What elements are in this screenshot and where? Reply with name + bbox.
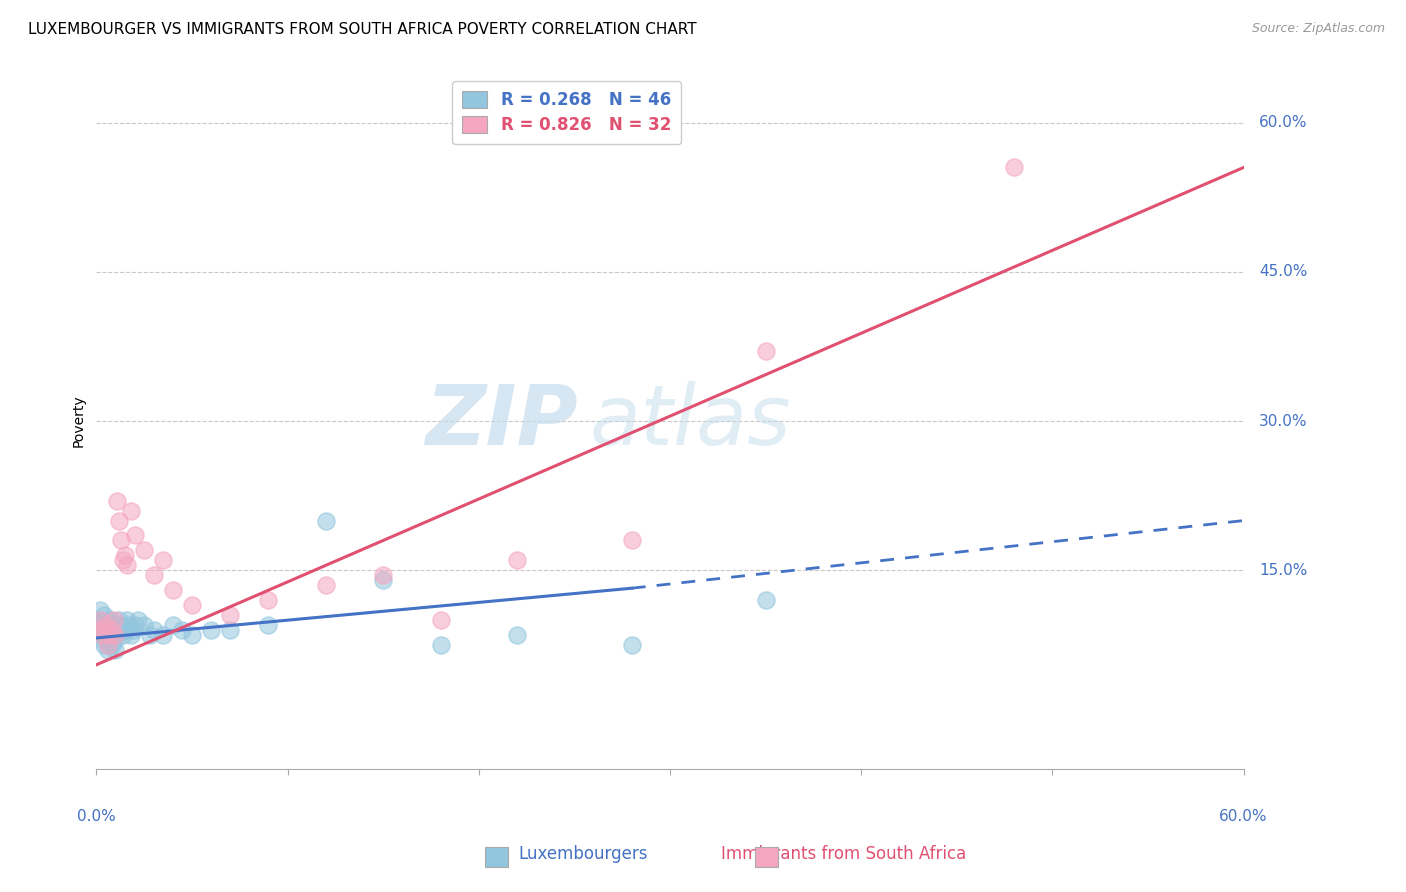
Point — [87, 623, 110, 637]
Point — [755, 593, 778, 607]
Legend: R = 0.268   N = 46, R = 0.826   N = 32: R = 0.268 N = 46, R = 0.826 N = 32 — [453, 81, 681, 145]
Point — [114, 623, 136, 637]
Point — [257, 593, 280, 607]
Point — [429, 613, 451, 627]
Point — [142, 623, 165, 637]
Point — [108, 613, 131, 627]
Point — [315, 578, 337, 592]
Text: Luxembourgers: Luxembourgers — [519, 846, 648, 863]
Point — [98, 628, 121, 642]
Text: 0.0%: 0.0% — [77, 809, 115, 824]
Point — [94, 632, 117, 647]
Point — [172, 623, 194, 637]
Point — [200, 623, 222, 637]
Point — [91, 628, 114, 642]
Text: Source: ZipAtlas.com: Source: ZipAtlas.com — [1251, 22, 1385, 36]
Point — [112, 628, 135, 642]
Point — [120, 503, 142, 517]
Point — [181, 628, 204, 642]
Text: 45.0%: 45.0% — [1258, 264, 1308, 279]
Point — [162, 583, 184, 598]
Point — [124, 528, 146, 542]
Text: ZIP: ZIP — [426, 381, 578, 461]
Point — [97, 618, 120, 632]
Text: 60.0%: 60.0% — [1219, 809, 1268, 824]
Point — [100, 623, 122, 637]
Point — [139, 628, 162, 642]
Point — [118, 618, 141, 632]
Point — [152, 628, 174, 642]
Point — [257, 618, 280, 632]
Point — [115, 558, 138, 573]
Point — [142, 568, 165, 582]
Point — [97, 643, 120, 657]
Point — [373, 568, 395, 582]
Point — [103, 613, 125, 627]
Point — [1002, 161, 1025, 175]
Point — [219, 623, 242, 637]
Point — [112, 553, 135, 567]
Point — [87, 623, 110, 637]
Y-axis label: Poverty: Poverty — [72, 395, 86, 448]
Point — [115, 613, 138, 627]
Text: 15.0%: 15.0% — [1258, 563, 1308, 578]
Point — [98, 613, 121, 627]
Point — [620, 533, 643, 548]
Point — [108, 514, 131, 528]
Point — [620, 638, 643, 652]
Point — [103, 618, 125, 632]
Text: LUXEMBOURGER VS IMMIGRANTS FROM SOUTH AFRICA POVERTY CORRELATION CHART: LUXEMBOURGER VS IMMIGRANTS FROM SOUTH AF… — [28, 22, 697, 37]
Point — [506, 553, 529, 567]
Point — [100, 638, 122, 652]
Point — [91, 628, 114, 642]
Point — [124, 618, 146, 632]
Text: atlas: atlas — [589, 381, 792, 461]
Text: Immigrants from South Africa: Immigrants from South Africa — [721, 846, 966, 863]
Point — [114, 549, 136, 563]
Point — [104, 628, 127, 642]
Point — [100, 623, 122, 637]
Point — [162, 618, 184, 632]
Point — [127, 613, 149, 627]
Point — [93, 623, 115, 637]
Point — [104, 643, 127, 657]
Point — [94, 623, 117, 637]
Point — [134, 618, 156, 632]
Point — [98, 628, 121, 642]
Point — [105, 493, 128, 508]
Point — [97, 638, 120, 652]
Point — [93, 608, 115, 623]
Point — [373, 574, 395, 588]
Point — [103, 628, 125, 642]
Text: 30.0%: 30.0% — [1258, 414, 1308, 429]
Point — [506, 628, 529, 642]
Point — [121, 623, 143, 637]
Point — [94, 618, 117, 632]
Point — [219, 608, 242, 623]
Point — [87, 613, 110, 627]
Point — [120, 628, 142, 642]
Point — [89, 613, 111, 627]
Point — [105, 623, 128, 637]
Point — [134, 543, 156, 558]
Point — [91, 618, 114, 632]
Point — [315, 514, 337, 528]
Point — [110, 533, 132, 548]
Point — [755, 344, 778, 359]
Point — [89, 623, 111, 637]
Point — [181, 598, 204, 612]
Point — [93, 638, 115, 652]
Point — [152, 553, 174, 567]
Point — [429, 638, 451, 652]
Text: 60.0%: 60.0% — [1258, 115, 1308, 130]
Point — [104, 632, 127, 647]
Point — [89, 603, 111, 617]
Point — [110, 618, 132, 632]
